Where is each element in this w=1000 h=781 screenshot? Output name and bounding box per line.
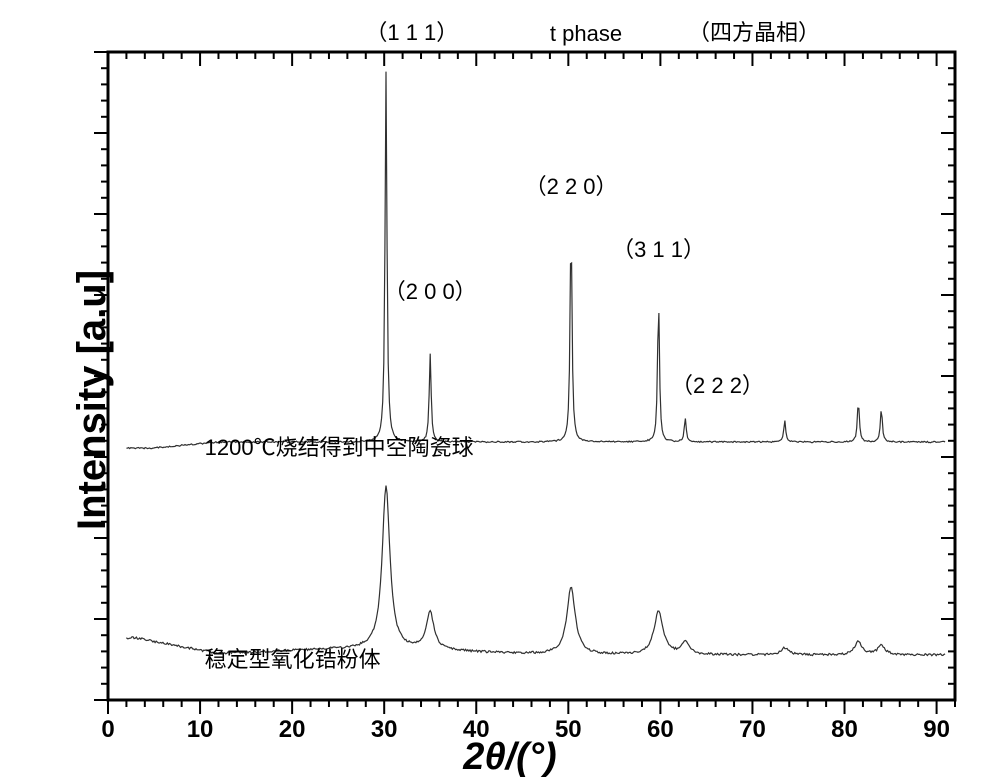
annotation-3: 稳定型氧化锆粉体: [205, 642, 381, 674]
x-tick-label: 30: [371, 716, 398, 744]
x-tick-label: 70: [739, 716, 766, 744]
x-tick-label: 60: [647, 716, 674, 744]
peak-label-111: （1 1 1）: [365, 15, 458, 47]
peak-label-200: （2 0 0）: [384, 274, 477, 306]
x-tick-label: 50: [555, 716, 582, 744]
y-axis-label: Intensity [a.u]: [70, 270, 115, 530]
xrd-chart: Intensity [a.u] 2θ/(°) 01020304050607080…: [0, 0, 1000, 781]
peak-label-222: （2 2 2）: [671, 368, 764, 400]
x-tick-label: 40: [463, 716, 490, 744]
xrd-curve-sintered: [126, 72, 945, 449]
x-tick-label: 0: [101, 716, 114, 744]
chart-svg: [0, 0, 1000, 781]
annotation-2: 1200℃烧结得到中空陶瓷球: [205, 430, 474, 462]
x-tick-label: 90: [923, 716, 950, 744]
annotation-1: （四方晶相）: [688, 15, 820, 47]
peak-label-311: （3 1 1）: [612, 232, 705, 264]
x-tick-label: 10: [187, 716, 214, 744]
annotation-0: t phase: [550, 21, 622, 47]
x-tick-label: 20: [279, 716, 306, 744]
x-tick-label: 80: [831, 716, 858, 744]
xrd-curve-powder: [126, 486, 945, 656]
peak-label-220: （2 2 0）: [525, 169, 618, 201]
